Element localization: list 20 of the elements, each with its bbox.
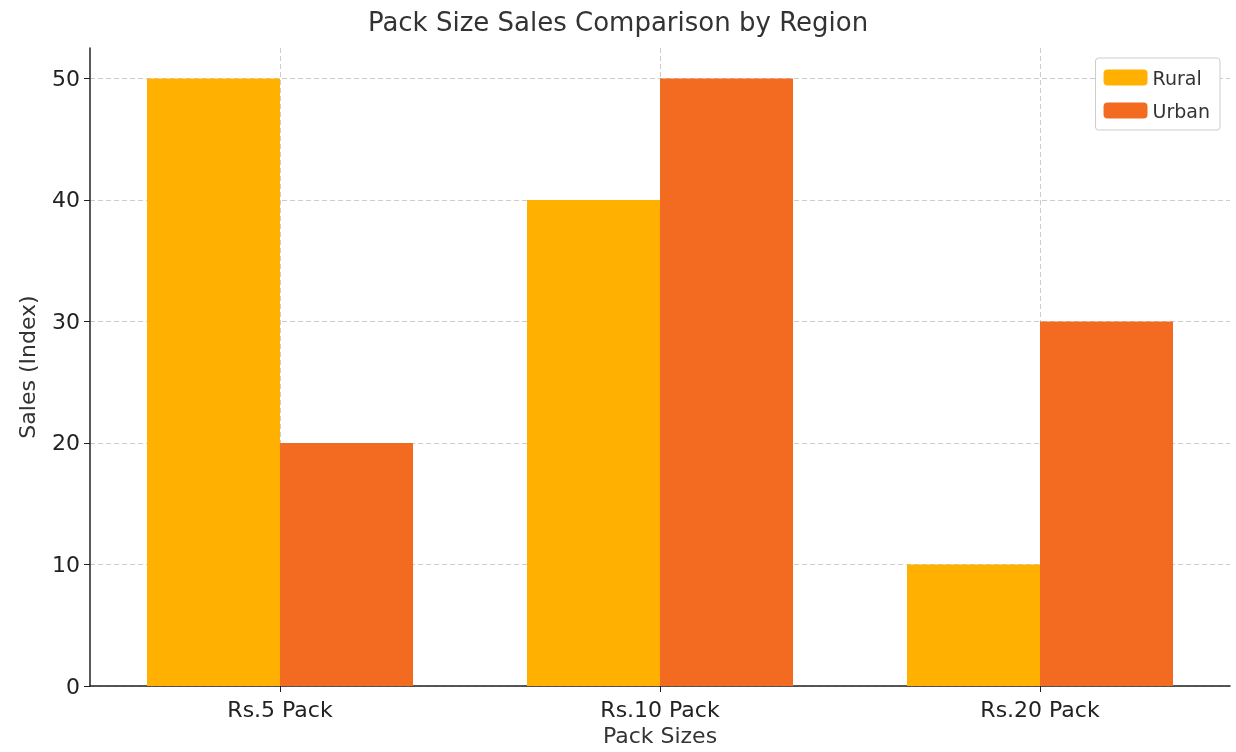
y-axis-title: Sales (Index) <box>14 295 40 439</box>
y-tick-label: 30 <box>52 308 80 334</box>
bar <box>1040 321 1173 686</box>
x-tick-label: Rs.10 Pack <box>600 696 720 722</box>
y-tick-label: 40 <box>52 187 80 213</box>
y-tick-label: 50 <box>52 65 80 91</box>
bar <box>527 199 660 686</box>
x-tick-label: Rs.5 Pack <box>227 696 333 722</box>
legend-label: Urban <box>1152 99 1210 122</box>
y-tick-label: 0 <box>66 673 80 699</box>
bar <box>280 442 413 686</box>
bar <box>660 78 793 686</box>
x-tick-label: Rs.20 Pack <box>980 696 1100 722</box>
y-tick-label: 10 <box>52 551 80 577</box>
bar <box>907 564 1040 686</box>
y-tick-label: 20 <box>52 430 80 456</box>
x-axis-title: Pack Sizes <box>602 723 718 749</box>
legend-label: Rural <box>1152 66 1202 89</box>
bar <box>147 78 280 686</box>
chart-title: Pack Size Sales Comparison by Region <box>367 7 869 37</box>
